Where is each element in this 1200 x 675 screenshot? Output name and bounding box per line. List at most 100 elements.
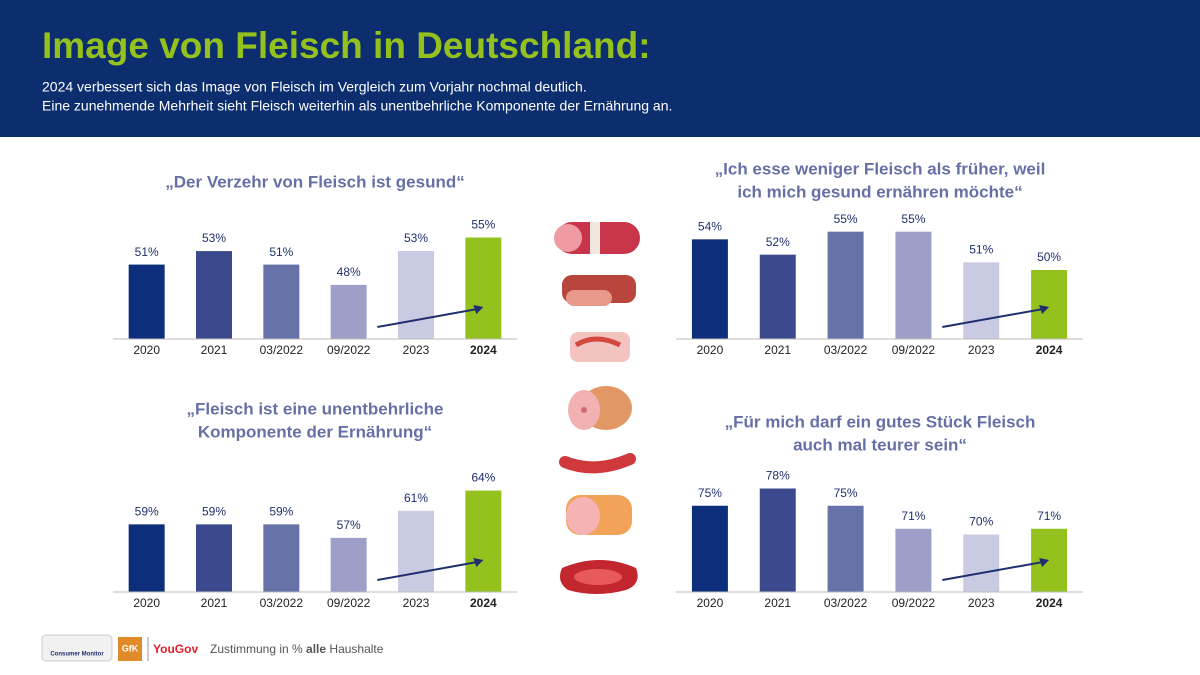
- bar: [895, 231, 932, 339]
- chart-title: ich mich gesund ernähren möchte“: [737, 182, 1022, 201]
- value-label: 78%: [766, 469, 790, 483]
- trend-arrow: [942, 561, 1044, 581]
- value-label: 54%: [698, 220, 722, 234]
- bar: [128, 264, 165, 339]
- value-label: 51%: [269, 245, 293, 259]
- x-tick-label: 2024: [470, 596, 497, 610]
- bar: [330, 537, 367, 592]
- x-tick-label: 2021: [201, 596, 228, 610]
- logo-box: [41, 634, 113, 662]
- x-tick-label: 2023: [968, 596, 995, 610]
- x-tick-label: 2020: [697, 596, 724, 610]
- x-tick-label: 09/2022: [327, 596, 371, 610]
- x-tick-label: 2024: [1036, 343, 1063, 357]
- page-title: Image von Fleisch in Deutschland:: [42, 25, 651, 66]
- bar: [263, 524, 300, 592]
- bar: [330, 284, 367, 339]
- value-label: 64%: [471, 471, 495, 485]
- bar: [465, 490, 502, 592]
- trend-arrowhead: [473, 305, 484, 314]
- chart-title: „Der Verzehr von Fleisch ist gesund“: [165, 172, 464, 191]
- value-label: 51%: [969, 243, 993, 257]
- logo-text: GfK: [122, 643, 139, 653]
- x-tick-label: 2021: [764, 596, 791, 610]
- bar: [691, 239, 728, 339]
- value-label: 71%: [901, 509, 925, 523]
- bar: [963, 534, 1000, 592]
- value-label: 48%: [337, 265, 361, 279]
- bar: [827, 505, 864, 592]
- chart-title: „Für mich darf ein gutes Stück Fleisch: [725, 412, 1036, 431]
- value-label: 75%: [834, 486, 858, 500]
- value-label: 55%: [471, 218, 495, 232]
- x-tick-label: 2020: [133, 343, 160, 357]
- bar: [691, 505, 728, 592]
- x-tick-label: 2024: [1036, 596, 1063, 610]
- bar: [1031, 528, 1068, 592]
- value-label: 59%: [202, 505, 226, 519]
- logo-text: Consumer Monitor: [50, 652, 104, 658]
- value-label: 50%: [1037, 250, 1061, 264]
- trend-arrowhead: [1039, 558, 1050, 567]
- subtitle-line: 2024 verbessert sich das Image von Fleis…: [42, 79, 587, 95]
- bar: [196, 524, 232, 592]
- trend-arrow: [942, 308, 1044, 328]
- x-tick-label: 03/2022: [824, 596, 868, 610]
- x-tick-label: 2021: [201, 343, 228, 357]
- x-tick-label: 09/2022: [327, 343, 371, 357]
- logo-text: YouGov: [153, 642, 198, 656]
- x-tick-label: 09/2022: [892, 596, 936, 610]
- value-label: 59%: [135, 505, 159, 519]
- x-tick-label: 2021: [764, 343, 791, 357]
- x-tick-label: 2024: [470, 343, 497, 357]
- bar: [398, 510, 434, 592]
- value-label: 57%: [337, 518, 361, 532]
- value-label: 59%: [269, 505, 293, 519]
- x-tick-label: 03/2022: [260, 596, 304, 610]
- subtitle-line: Eine zunehmende Mehrheit sieht Fleisch w…: [42, 98, 672, 114]
- x-tick-label: 2020: [133, 596, 160, 610]
- value-label: 61%: [404, 491, 428, 505]
- footer-note-part: alle: [306, 642, 326, 656]
- value-label: 53%: [404, 231, 428, 245]
- x-tick-label: 03/2022: [824, 343, 868, 357]
- trend-arrow: [377, 561, 478, 581]
- x-tick-label: 2023: [968, 343, 995, 357]
- x-tick-label: 03/2022: [260, 343, 304, 357]
- trend-arrowhead: [473, 558, 484, 567]
- x-tick-label: 2020: [697, 343, 724, 357]
- value-label: 55%: [834, 212, 858, 226]
- x-tick-label: 2023: [403, 343, 430, 357]
- chart-title: „Fleisch ist eine unentbehrliche: [187, 399, 444, 418]
- footer-note: Zustimmung in % alle Haushalte: [210, 642, 384, 656]
- bar: [128, 524, 165, 592]
- bar: [759, 254, 796, 339]
- value-label: 52%: [766, 235, 790, 249]
- bar: [963, 262, 1000, 339]
- chart-title: auch mal teurer sein“: [793, 435, 967, 454]
- footer-note-part: Haushalte: [329, 642, 383, 656]
- value-label: 75%: [698, 486, 722, 500]
- logo-box: [118, 637, 142, 661]
- meat-icons: [554, 222, 640, 594]
- x-tick-label: 09/2022: [892, 343, 936, 357]
- trend-arrow: [377, 308, 478, 328]
- header-band: [0, 0, 1200, 137]
- bar: [1031, 270, 1068, 339]
- chart-title: Komponente der Ernährung“: [198, 422, 432, 441]
- bar: [398, 251, 434, 339]
- footer-note-part: Zustimmung in %: [210, 642, 303, 656]
- value-label: 55%: [901, 212, 925, 226]
- chart-title: „Ich esse weniger Fleisch als früher, we…: [715, 159, 1046, 178]
- value-label: 51%: [135, 245, 159, 259]
- bar: [196, 251, 232, 339]
- value-label: 53%: [202, 231, 226, 245]
- bar: [895, 528, 932, 592]
- bar: [465, 237, 502, 339]
- value-label: 71%: [1037, 509, 1061, 523]
- bar: [759, 488, 796, 592]
- x-tick-label: 2023: [403, 596, 430, 610]
- trend-arrowhead: [1039, 305, 1050, 314]
- bar: [263, 264, 300, 339]
